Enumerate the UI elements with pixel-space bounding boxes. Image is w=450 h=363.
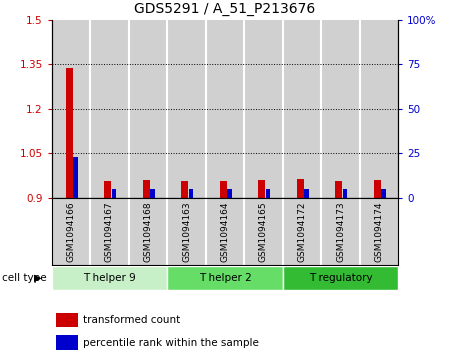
Text: T helper 2: T helper 2 bbox=[198, 273, 252, 283]
Bar bbox=[220, 181, 226, 198]
Bar bbox=[90, 20, 129, 198]
Text: GSM1094173: GSM1094173 bbox=[336, 201, 345, 262]
Title: GDS5291 / A_51_P213676: GDS5291 / A_51_P213676 bbox=[135, 2, 315, 16]
Text: GSM1094166: GSM1094166 bbox=[67, 201, 76, 262]
Text: percentile rank within the sample: percentile rank within the sample bbox=[83, 338, 259, 347]
Bar bbox=[150, 189, 155, 198]
Bar bbox=[66, 68, 72, 198]
Text: GSM1094164: GSM1094164 bbox=[220, 201, 230, 262]
Text: T regulatory: T regulatory bbox=[309, 273, 372, 283]
Bar bbox=[52, 20, 90, 198]
Text: GSM1094168: GSM1094168 bbox=[144, 201, 153, 262]
Text: cell type: cell type bbox=[2, 273, 47, 283]
Bar bbox=[73, 157, 78, 198]
Bar bbox=[266, 189, 270, 198]
Text: GSM1094172: GSM1094172 bbox=[297, 201, 306, 262]
Bar bbox=[206, 20, 244, 198]
Bar bbox=[181, 181, 188, 198]
Bar bbox=[283, 20, 321, 198]
Bar bbox=[112, 189, 117, 198]
Text: T helper 9: T helper 9 bbox=[83, 273, 136, 283]
Bar bbox=[343, 189, 347, 198]
Text: GSM1094165: GSM1094165 bbox=[259, 201, 268, 262]
Bar bbox=[258, 180, 265, 198]
Bar bbox=[283, 266, 398, 290]
Bar bbox=[227, 189, 232, 198]
Bar bbox=[129, 20, 167, 198]
Text: ▶: ▶ bbox=[34, 273, 41, 283]
Text: GSM1094167: GSM1094167 bbox=[105, 201, 114, 262]
Bar bbox=[167, 266, 283, 290]
Bar bbox=[304, 189, 309, 198]
Bar bbox=[57, 335, 77, 350]
Bar bbox=[244, 20, 283, 198]
Bar bbox=[167, 20, 206, 198]
Bar bbox=[381, 189, 386, 198]
Bar bbox=[321, 20, 360, 198]
Bar bbox=[374, 180, 381, 198]
Bar bbox=[189, 189, 194, 198]
Text: transformed count: transformed count bbox=[83, 315, 180, 325]
Bar bbox=[297, 179, 304, 198]
Text: GSM1094163: GSM1094163 bbox=[182, 201, 191, 262]
Bar bbox=[335, 181, 342, 198]
Bar bbox=[104, 181, 111, 198]
Bar bbox=[360, 20, 398, 198]
Text: GSM1094174: GSM1094174 bbox=[374, 201, 383, 262]
Bar bbox=[57, 313, 77, 327]
Bar bbox=[143, 180, 149, 198]
Bar bbox=[52, 266, 167, 290]
